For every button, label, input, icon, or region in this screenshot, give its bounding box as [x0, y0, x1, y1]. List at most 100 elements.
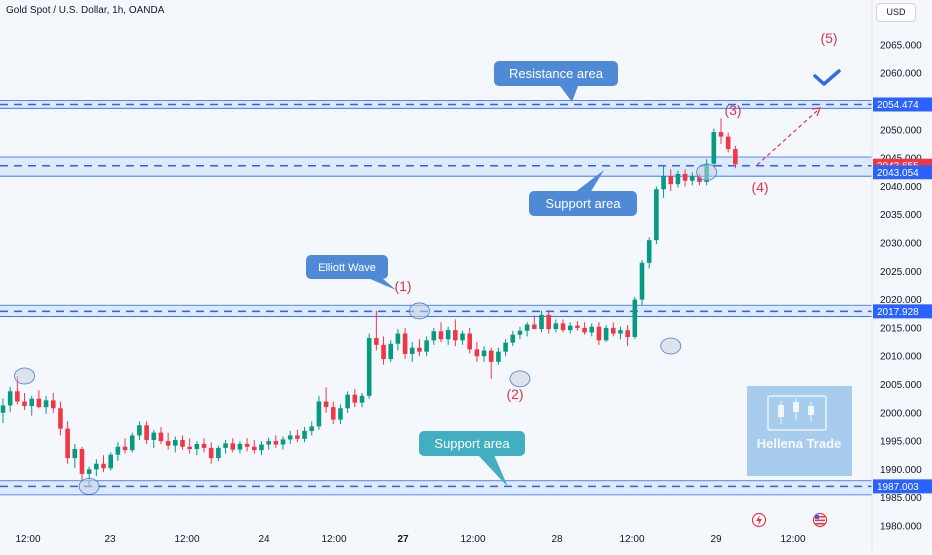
candle — [43, 395, 49, 414]
candle — [352, 389, 358, 408]
candle-body — [165, 441, 171, 446]
candle — [646, 237, 652, 269]
x-tick-label: 29 — [710, 534, 722, 545]
candle-body — [725, 136, 731, 150]
level-lines-layer — [0, 103, 872, 488]
candle — [144, 421, 149, 444]
candle — [639, 259, 645, 306]
candle-body — [438, 331, 444, 340]
callout-elliott-wave-label: Elliott Wave — [318, 262, 376, 274]
candle — [395, 329, 401, 351]
y-tick-label: 2005.000 — [880, 380, 922, 391]
candle — [496, 347, 501, 365]
y-tick-label: 1990.000 — [880, 465, 922, 476]
candle — [718, 118, 724, 144]
candle — [402, 327, 408, 360]
candle — [50, 392, 56, 413]
candle — [388, 340, 394, 362]
candle-body — [22, 401, 27, 407]
candle-body — [101, 463, 106, 469]
candle — [682, 169, 688, 187]
lightning-icon[interactable] — [751, 512, 767, 528]
candle-body — [65, 428, 70, 459]
candle-body — [589, 326, 595, 333]
candle-body — [173, 439, 178, 446]
us-flag-icon[interactable] — [812, 512, 828, 528]
candle-body — [144, 425, 149, 440]
zone-band-4 — [0, 480, 872, 495]
price-axis[interactable]: 1980.000 1985.000 1990.000 1995.000 2000.000… — [873, 40, 932, 533]
candle-body — [546, 314, 551, 330]
x-tick-label: 28 — [551, 534, 563, 545]
candle-body — [115, 446, 121, 455]
candle-body — [252, 446, 257, 451]
y-tick-label: 2000.000 — [880, 408, 922, 419]
candle-body — [453, 330, 458, 341]
pivot-marker — [409, 302, 430, 320]
candle — [7, 386, 13, 413]
y-tick-label: 2040.000 — [880, 182, 922, 193]
candle-body — [273, 441, 279, 445]
candle-body — [338, 408, 343, 420]
candle — [287, 430, 293, 444]
candle-body — [467, 333, 472, 350]
candle-body — [625, 330, 630, 337]
candle — [165, 432, 171, 450]
candle — [158, 426, 164, 444]
candle-body — [180, 439, 185, 447]
y-tick-label: 2020.000 — [880, 295, 922, 306]
candle — [481, 346, 487, 362]
candle — [582, 322, 587, 335]
x-tick-label: 27 — [397, 534, 409, 545]
candle — [632, 296, 638, 340]
x-tick-label: 12:00 — [321, 534, 346, 545]
y-tick-label: 2025.000 — [880, 267, 922, 278]
currency-selector[interactable]: USD — [876, 3, 916, 22]
candle — [187, 438, 192, 454]
candle-body — [330, 407, 336, 420]
pivot-marker — [509, 370, 531, 388]
candle — [366, 333, 372, 399]
candle — [374, 310, 379, 351]
pivot-marker — [78, 477, 100, 495]
candle-body — [675, 173, 681, 185]
candle-body — [309, 426, 315, 431]
candle — [94, 459, 99, 477]
candle-body — [86, 469, 92, 474]
candle — [151, 429, 157, 448]
candle-body — [711, 132, 717, 164]
candle — [280, 436, 286, 450]
y-tick-label: 2035.000 — [880, 210, 922, 221]
x-tick-label: 12:00 — [460, 534, 485, 545]
wave-label-4: (4) — [751, 179, 768, 195]
candle — [36, 390, 42, 409]
candle — [79, 446, 85, 481]
candle-body — [639, 262, 645, 300]
candle — [431, 327, 437, 345]
candle-body — [259, 444, 264, 451]
candle — [108, 452, 113, 471]
candle-body — [603, 327, 609, 341]
candle-body — [424, 340, 429, 352]
candle — [467, 327, 472, 354]
candle — [58, 401, 63, 436]
candle — [115, 442, 121, 461]
candle-body — [682, 173, 688, 181]
candle — [237, 441, 243, 454]
price-tag-2: 2043.054 — [873, 165, 932, 180]
x-tick-label: 12:00 — [619, 534, 644, 545]
candle-body — [79, 449, 85, 474]
zone-band-1 — [0, 156, 872, 177]
time-axis[interactable]: 12:00 23 12:00 24 12:00 27 12:00 28 12:00 29 12:00 — [15, 534, 805, 545]
candle-body — [352, 394, 358, 403]
candle — [445, 326, 451, 345]
candle-body — [137, 425, 142, 436]
candle-body — [15, 391, 20, 402]
candle-body — [510, 334, 516, 343]
candle-body — [237, 443, 243, 450]
candle-body — [539, 314, 544, 330]
pivot-markers-layer — [14, 163, 718, 495]
y-tick-label: 2065.000 — [880, 40, 922, 51]
price-tag-label: 2043.054 — [877, 168, 919, 179]
